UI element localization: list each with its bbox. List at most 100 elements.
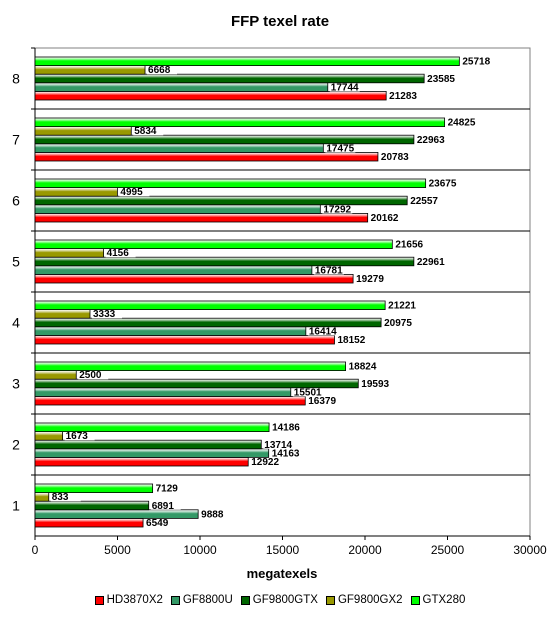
data-label-bg (427, 179, 458, 188)
data-label-bg (145, 518, 176, 527)
data-label: 833 (52, 492, 69, 503)
data-label: 23675 (429, 179, 457, 190)
data-label-bg (263, 440, 294, 449)
bar-GF9800GTX (34, 439, 262, 450)
data-label-bg (307, 396, 338, 405)
bar-GF9800GTX (34, 378, 359, 389)
legend-label: GF8800U (182, 594, 233, 606)
legend-item: GF8800U (170, 594, 233, 606)
data-label: 6549 (146, 518, 169, 529)
data-label-bg (446, 118, 477, 127)
bar-GTX280 (34, 178, 427, 189)
data-label-bg (91, 309, 122, 319)
legend-item: HD3870X2 (94, 594, 163, 606)
bar-GTX280 (34, 422, 270, 433)
x-tick-label: 30000 (513, 543, 547, 557)
legend-swatch (240, 595, 250, 605)
data-label: 17744 (331, 82, 359, 93)
bar-GF9800GTX (34, 256, 415, 267)
bar-HD3870X2 (34, 273, 354, 284)
legend-label: GF9800GX2 (337, 594, 403, 606)
data-label: 16414 (309, 326, 337, 337)
data-label-bg (388, 91, 419, 100)
data-label-bg (369, 213, 400, 222)
data-label: 18152 (338, 335, 366, 346)
bar-HD3870X2 (34, 334, 335, 345)
data-label-bg (360, 379, 391, 388)
bar-GF9800GX2 (34, 248, 104, 258)
x-tick-label: 20000 (348, 543, 382, 557)
category-label: 8 (12, 71, 20, 87)
data-label: 17475 (326, 143, 354, 154)
data-label: 2500 (79, 370, 102, 381)
data-label-bg (415, 257, 446, 266)
data-label: 20162 (371, 213, 399, 224)
data-label: 12922 (251, 457, 279, 468)
data-label: 6891 (152, 501, 175, 512)
category-label: 7 (12, 132, 20, 148)
bar-GTX280 (34, 483, 154, 494)
bar-GF8800U (34, 265, 313, 275)
data-label: 1673 (66, 431, 89, 442)
data-label: 17292 (323, 204, 351, 215)
bar-GTX280 (34, 56, 460, 67)
bar-HD3870X2 (34, 518, 144, 528)
data-label-bg (271, 423, 302, 432)
data-label-bg (292, 387, 323, 397)
bar-GF8800U (34, 387, 292, 397)
legend-swatch (325, 595, 335, 605)
data-label: 23585 (427, 74, 455, 85)
legend: HD3870X2 GF8800U GF9800GTX GF9800GX2 GTX280 (0, 594, 560, 606)
data-label: 21283 (389, 91, 417, 102)
legend-swatch (170, 595, 180, 605)
data-label-bg (270, 448, 301, 458)
data-label: 22963 (417, 135, 445, 146)
bar-HD3870X2 (34, 212, 369, 223)
x-tick-label: 15000 (266, 543, 300, 557)
data-label-bg (329, 82, 360, 92)
data-label: 3333 (93, 309, 116, 320)
data-label-bg (119, 187, 150, 197)
data-label: 16781 (315, 265, 343, 276)
data-label-bg (64, 431, 95, 441)
bar-GTX280 (34, 117, 446, 128)
data-label-bg (200, 509, 231, 519)
category-label: 1 (12, 498, 20, 514)
legend-item: GF9800GTX (240, 594, 318, 606)
data-label-bg (147, 65, 178, 75)
bar-GF9800GX2 (34, 492, 50, 502)
data-label: 15501 (294, 387, 322, 398)
data-label: 25718 (462, 57, 490, 68)
data-label-bg (387, 301, 418, 310)
bar-GF9800GX2 (34, 309, 91, 319)
bar-GTX280 (34, 361, 346, 372)
legend-item: GTX280 (410, 594, 465, 606)
data-label: 5834 (134, 126, 157, 137)
data-label: 14186 (272, 423, 300, 434)
category-label: 6 (12, 193, 20, 209)
data-label-bg (347, 362, 378, 371)
data-label: 21656 (395, 240, 423, 251)
legend-swatch (410, 595, 420, 605)
data-label: 7129 (156, 484, 179, 495)
data-label: 21221 (388, 301, 416, 312)
data-label-bg (379, 152, 410, 161)
legend-item: GF9800GX2 (325, 594, 403, 606)
data-label: 16379 (308, 396, 336, 407)
data-label-bg (50, 492, 81, 502)
x-tick-label: 0 (32, 543, 39, 557)
bar-GTX280 (34, 239, 393, 250)
x-tick-label: 25000 (431, 543, 465, 557)
legend-swatch (94, 595, 104, 605)
bar-GF9800GTX (34, 317, 382, 328)
data-label: 13714 (264, 440, 292, 451)
data-label: 9888 (201, 509, 224, 520)
bar-HD3870X2 (34, 456, 249, 467)
data-label-bg (150, 501, 181, 510)
x-axis-title: megatexels (247, 566, 318, 581)
data-label: 4995 (120, 187, 143, 198)
data-label-bg (336, 335, 367, 344)
x-tick-label: 5000 (104, 543, 131, 557)
data-label: 14163 (272, 448, 300, 459)
